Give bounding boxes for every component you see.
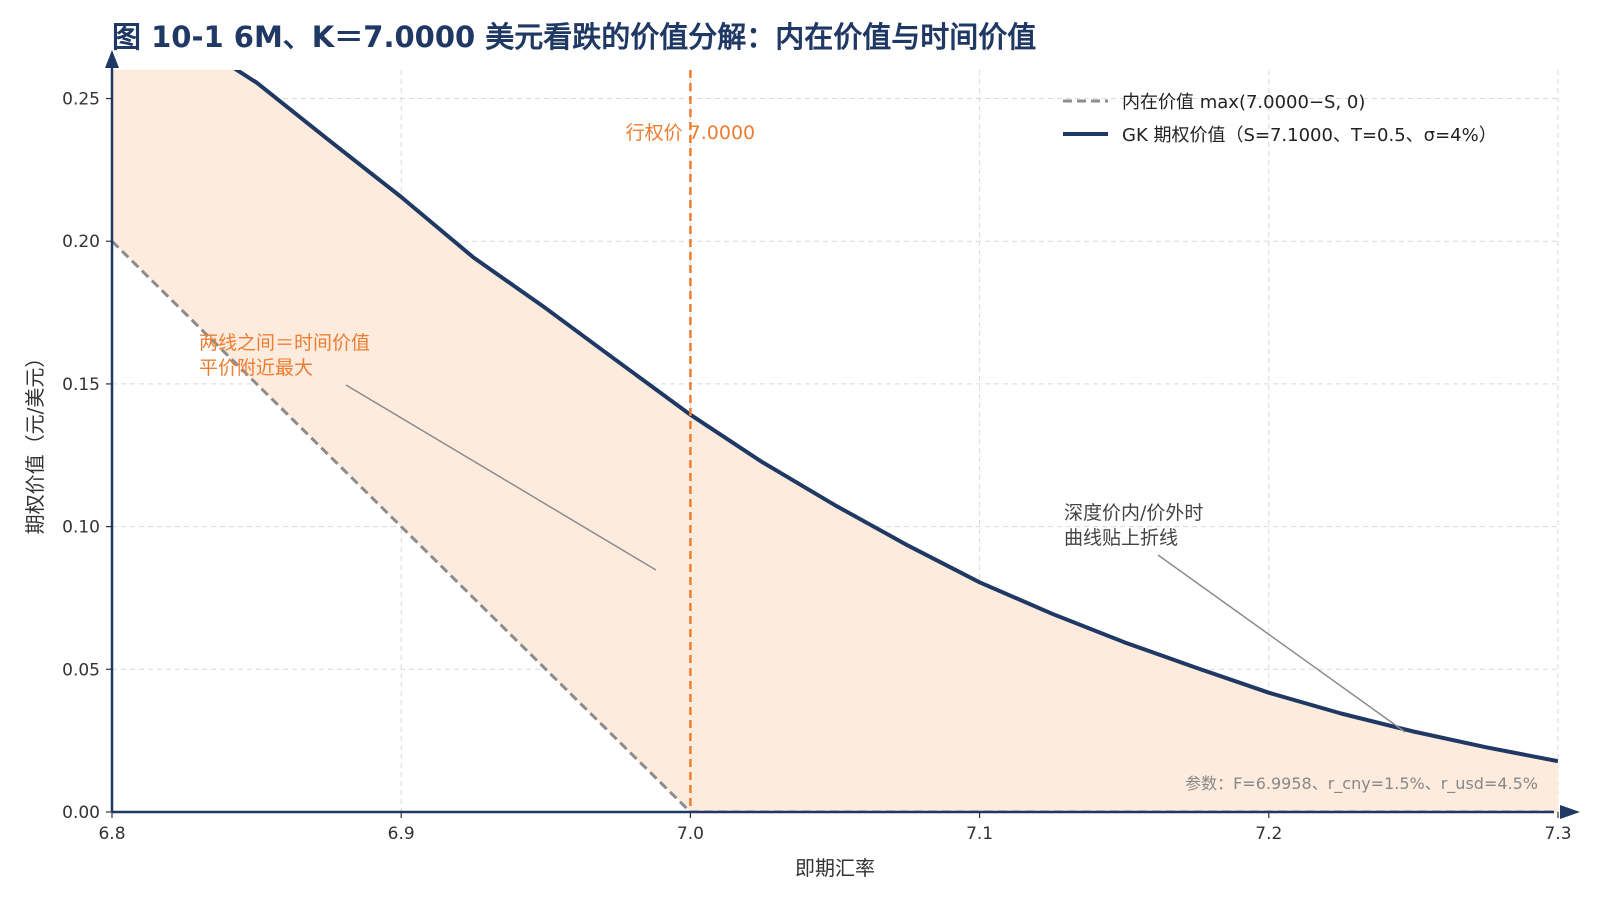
x-tick-label-3: 7.1 bbox=[966, 824, 993, 844]
x-tick-label-0: 6.8 bbox=[98, 824, 125, 844]
series-group bbox=[112, 70, 1558, 812]
x-tick-label-5: 7.3 bbox=[1544, 824, 1571, 844]
annotation-time-value-line-0: 两线之间＝时间价值 bbox=[199, 332, 370, 354]
y-axis-arrow bbox=[105, 50, 119, 68]
y-tick-label-3: 0.15 bbox=[62, 375, 100, 395]
ticks: 6.8 6.9 7.0 7.1 7.2 7.3 0.00 0.05 0.10 0.15 0.20 0.… bbox=[62, 90, 1571, 844]
annotation-time-value: 两线之间＝时间价值平价附近最大 bbox=[199, 332, 370, 379]
annotation-time-value-pointer bbox=[345, 384, 657, 571]
y-tick-label-4: 0.20 bbox=[62, 232, 100, 252]
chart-title: 图 10-1 6M、K＝7.0000 美元看跌的价值分解：内在价值与时间价值 bbox=[112, 20, 1036, 54]
annotation-deep-itm-otm-line-1: 曲线贴上折线 bbox=[1064, 527, 1178, 549]
legend-label-intrinsic: 内在价值 max(7.0000−S, 0) bbox=[1122, 92, 1365, 113]
annotation-time-value-line-1: 平价附近最大 bbox=[199, 357, 313, 379]
x-tick-label-2: 7.0 bbox=[677, 824, 704, 844]
annotation-deep-itm-otm-line-0: 深度价内/价外时 bbox=[1064, 502, 1203, 524]
gk-option-value-line bbox=[233, 70, 1558, 764]
annotation-deep-itm-otm: 深度价内/价外时曲线贴上折线 bbox=[1064, 502, 1203, 549]
y-axis-title: 期权价值（元/美元） bbox=[23, 348, 47, 535]
x-tick-label-1: 6.9 bbox=[388, 824, 415, 844]
x-axis-arrow bbox=[1560, 805, 1580, 819]
annotation-deep-itm-otm-pointer bbox=[1157, 554, 1406, 733]
strike-group: 行权价 7.0000 bbox=[626, 70, 756, 812]
x-axis-title: 即期汇率 bbox=[795, 856, 875, 880]
y-tick-label-2: 0.10 bbox=[62, 518, 100, 538]
legend: 内在价值 max(7.0000−S, 0) GK 期权价值（S=7.1000、T=… bbox=[1063, 92, 1497, 146]
time-value-fill bbox=[112, 70, 1558, 812]
y-tick-label-0: 0.00 bbox=[62, 803, 100, 823]
y-tick-label-1: 0.05 bbox=[62, 660, 100, 680]
params-note: 参数：F=6.9958、r_cny=1.5%、r_usd=4.5% bbox=[1185, 774, 1538, 794]
strike-label: 行权价 7.0000 bbox=[626, 122, 756, 144]
y-tick-label-5: 0.25 bbox=[62, 90, 100, 110]
axes bbox=[105, 50, 1580, 819]
intrinsic-value-line bbox=[112, 240, 1558, 812]
legend-label-gk: GK 期权价值（S=7.1000、T=0.5、σ=4%） bbox=[1122, 125, 1497, 146]
x-tick-label-4: 7.2 bbox=[1255, 824, 1282, 844]
